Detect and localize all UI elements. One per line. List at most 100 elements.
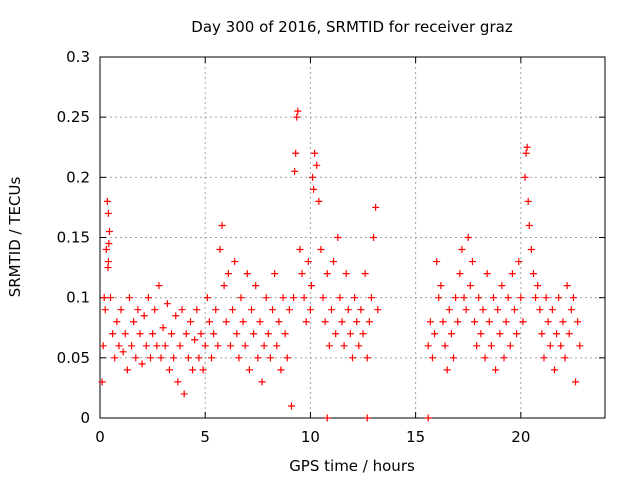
data-point bbox=[365, 318, 373, 326]
data-point bbox=[254, 354, 262, 362]
data-point bbox=[439, 318, 447, 326]
data-point bbox=[315, 197, 323, 205]
data-point bbox=[536, 306, 544, 314]
data-point bbox=[138, 360, 146, 368]
data-point bbox=[332, 330, 340, 338]
data-point bbox=[513, 330, 521, 338]
data-point bbox=[241, 342, 249, 350]
data-point bbox=[104, 258, 112, 266]
data-point bbox=[576, 342, 584, 350]
data-point bbox=[489, 294, 497, 302]
data-point bbox=[441, 342, 449, 350]
data-point bbox=[176, 342, 184, 350]
data-point bbox=[155, 282, 163, 290]
data-point bbox=[210, 330, 218, 338]
data-point bbox=[115, 342, 123, 350]
data-point bbox=[336, 294, 344, 302]
x-tick-label: 20 bbox=[511, 428, 530, 446]
data-point bbox=[555, 294, 563, 302]
data-point bbox=[256, 318, 264, 326]
data-point bbox=[103, 197, 111, 205]
data-point bbox=[180, 390, 188, 398]
data-point bbox=[521, 173, 529, 181]
data-point bbox=[105, 227, 113, 235]
data-point bbox=[101, 306, 109, 314]
data-point bbox=[319, 294, 327, 302]
data-point bbox=[208, 354, 216, 362]
data-point bbox=[321, 318, 329, 326]
data-point bbox=[283, 354, 291, 362]
data-point bbox=[563, 282, 571, 290]
data-point bbox=[128, 342, 136, 350]
data-point bbox=[119, 348, 127, 356]
data-point bbox=[168, 330, 176, 338]
data-point bbox=[363, 354, 371, 362]
data-point bbox=[466, 282, 474, 290]
data-point bbox=[311, 149, 319, 157]
data-point bbox=[527, 246, 535, 254]
data-point bbox=[197, 330, 205, 338]
data-point bbox=[359, 330, 367, 338]
data-point bbox=[433, 258, 441, 266]
data-point bbox=[123, 366, 131, 374]
data-point bbox=[565, 330, 573, 338]
data-point bbox=[271, 270, 279, 278]
data-point bbox=[454, 318, 462, 326]
data-point bbox=[105, 240, 113, 248]
data-point bbox=[132, 354, 140, 362]
data-point bbox=[172, 312, 180, 320]
data-point bbox=[231, 258, 239, 266]
data-point bbox=[304, 258, 312, 266]
data-point bbox=[450, 354, 457, 362]
data-point bbox=[233, 330, 241, 338]
data-point bbox=[370, 234, 378, 241]
data-point bbox=[191, 336, 199, 344]
data-point bbox=[502, 318, 510, 326]
data-point bbox=[468, 258, 476, 266]
data-point bbox=[426, 318, 434, 326]
data-point bbox=[323, 270, 331, 278]
data-point bbox=[349, 354, 356, 362]
data-point bbox=[159, 324, 167, 332]
data-point bbox=[199, 366, 207, 374]
data-point bbox=[500, 354, 508, 362]
data-point bbox=[519, 318, 527, 326]
y-tick-label: 0 bbox=[80, 409, 90, 427]
data-point bbox=[473, 342, 481, 350]
data-point bbox=[487, 342, 495, 350]
data-point bbox=[540, 354, 548, 362]
data-point bbox=[372, 203, 380, 211]
data-point bbox=[157, 354, 165, 362]
data-point bbox=[260, 342, 268, 350]
data-point bbox=[313, 161, 321, 169]
data-point bbox=[134, 306, 142, 314]
data-point bbox=[245, 366, 253, 374]
data-point bbox=[107, 294, 115, 302]
data-point bbox=[424, 414, 432, 422]
data-point bbox=[201, 342, 209, 350]
data-point bbox=[431, 330, 439, 338]
data-point bbox=[538, 330, 546, 338]
data-point bbox=[178, 306, 186, 314]
data-point bbox=[266, 354, 274, 362]
data-point bbox=[355, 342, 363, 350]
data-point bbox=[104, 209, 112, 217]
data-point bbox=[226, 342, 234, 350]
data-point bbox=[310, 185, 318, 193]
data-point bbox=[203, 294, 211, 302]
data-point bbox=[334, 234, 342, 241]
data-point bbox=[340, 342, 348, 350]
data-point bbox=[534, 282, 542, 290]
data-point bbox=[367, 294, 375, 302]
data-point bbox=[506, 342, 514, 350]
data-point bbox=[99, 342, 107, 350]
data-point bbox=[184, 354, 192, 362]
data-point bbox=[262, 294, 270, 302]
data-point bbox=[307, 282, 315, 290]
data-point bbox=[323, 414, 331, 422]
data-point bbox=[264, 330, 272, 338]
data-point bbox=[529, 270, 537, 278]
data-point bbox=[435, 294, 443, 302]
data-point bbox=[136, 330, 144, 338]
data-point bbox=[452, 294, 460, 302]
